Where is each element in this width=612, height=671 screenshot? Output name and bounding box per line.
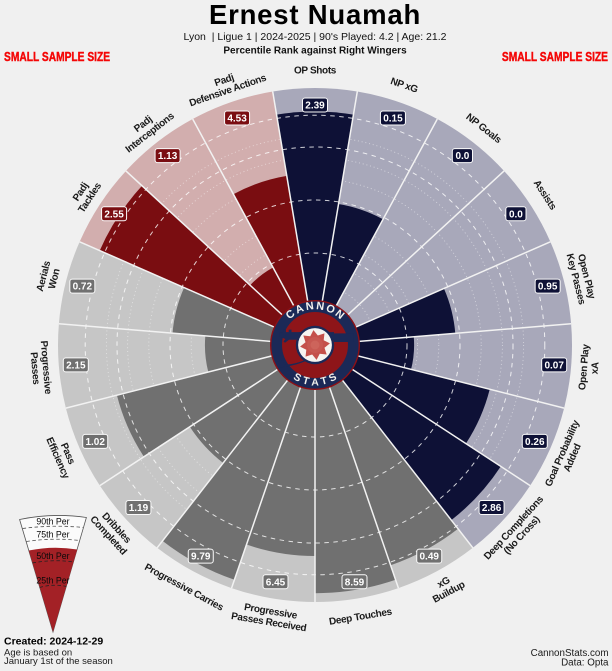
svg-text:0.26: 0.26 xyxy=(525,437,545,448)
svg-text:Ernest Nuamah: Ernest Nuamah xyxy=(209,0,421,30)
svg-text:25th Per: 25th Per xyxy=(36,576,69,586)
svg-text:90th Per: 90th Per xyxy=(36,517,69,527)
svg-text:SMALL SAMPLE SIZE: SMALL SAMPLE SIZE xyxy=(4,51,110,64)
svg-text:T: T xyxy=(320,374,330,387)
svg-text:1.13: 1.13 xyxy=(158,151,178,162)
svg-text:January 1st of the season: January 1st of the season xyxy=(4,656,113,667)
svg-text:Open PlayxA: Open PlayxA xyxy=(577,343,603,391)
svg-text:N: N xyxy=(316,300,326,313)
svg-text:0.72: 0.72 xyxy=(73,282,93,293)
svg-text:0.0: 0.0 xyxy=(455,151,469,162)
svg-text:N: N xyxy=(305,300,315,313)
svg-text:SMALL SAMPLE SIZE: SMALL SAMPLE SIZE xyxy=(502,51,608,64)
svg-text:0.49: 0.49 xyxy=(419,552,439,563)
svg-text:0.07: 0.07 xyxy=(544,360,564,371)
svg-text:2.39: 2.39 xyxy=(305,101,325,112)
svg-text:Data: Opta: Data: Opta xyxy=(561,658,609,669)
svg-text:T: T xyxy=(301,375,311,388)
svg-text:1.19: 1.19 xyxy=(129,503,149,514)
svg-text:OP Shots: OP Shots xyxy=(294,66,337,77)
svg-text:50th Per: 50th Per xyxy=(36,551,69,561)
svg-text:Percentile Rank against Right: Percentile Rank against Right Wingers xyxy=(223,46,407,57)
svg-text:ProgressivePasses: ProgressivePasses xyxy=(27,340,53,396)
svg-text:S: S xyxy=(291,371,303,385)
svg-text:0.95: 0.95 xyxy=(538,282,558,293)
svg-text:75th Per: 75th Per xyxy=(36,530,69,540)
svg-text:4.53: 4.53 xyxy=(227,114,247,125)
svg-text:2.55: 2.55 xyxy=(104,209,124,220)
svg-text:0.0: 0.0 xyxy=(509,209,523,220)
svg-text:CannonStats.com: CannonStats.com xyxy=(531,648,609,659)
svg-text:9.79: 9.79 xyxy=(191,552,211,563)
svg-text:0.15: 0.15 xyxy=(383,114,403,125)
svg-text:Age is based on: Age is based on xyxy=(4,647,72,658)
svg-text:Created: 2024-12-29: Created: 2024-12-29 xyxy=(4,636,103,648)
svg-text:S: S xyxy=(327,371,339,385)
svg-text:Lyon | Ligue 1 | 2024-2025 |: Lyon | Ligue 1 | 2024-2025 | 90's Played… xyxy=(184,31,447,43)
svg-text:2.86: 2.86 xyxy=(482,503,502,514)
svg-text:1.02: 1.02 xyxy=(85,437,105,448)
svg-text:2.15: 2.15 xyxy=(66,360,86,371)
svg-text:6.45: 6.45 xyxy=(266,577,286,588)
svg-text:8.59: 8.59 xyxy=(345,577,365,588)
svg-text:A: A xyxy=(311,376,319,388)
